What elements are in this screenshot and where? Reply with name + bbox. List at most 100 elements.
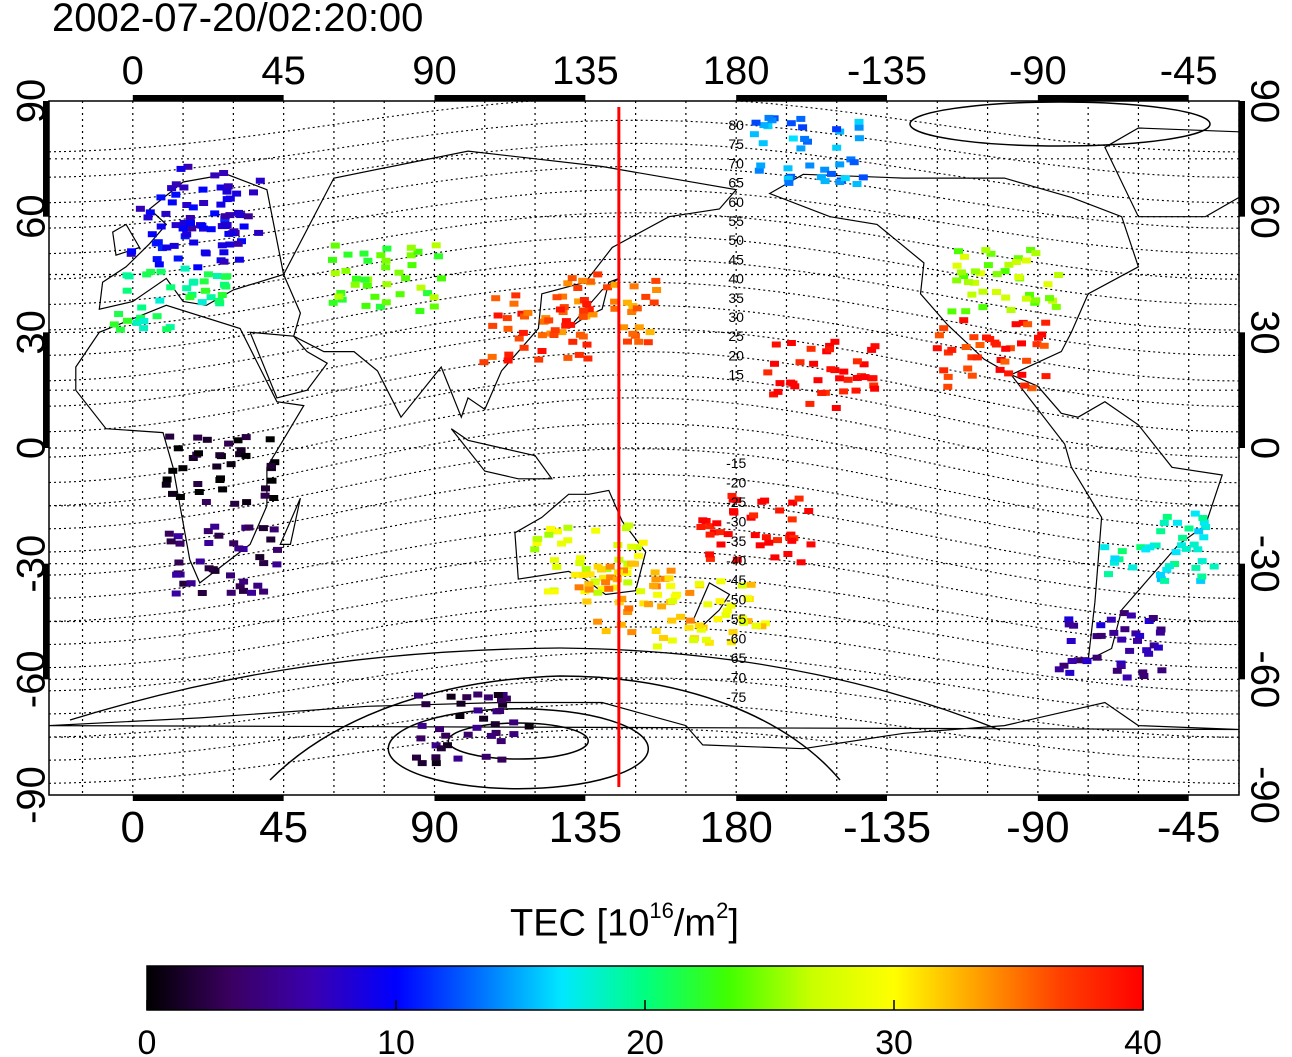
tec-cell [787,516,797,523]
tec-cell [651,576,661,583]
tec-cell [967,291,977,298]
tec-cell [616,621,626,628]
tec-cell [657,603,667,610]
tec-cell [1096,632,1106,639]
tec-cell [584,581,594,588]
contour-line [49,422,1239,507]
tec-cell [165,433,175,440]
tec-cell [156,268,166,275]
tec-cell [667,617,677,624]
tec-cell [544,588,553,595]
tec-cell [705,523,715,530]
tec-cell [179,219,189,226]
tec-cell [518,329,528,336]
tec-cell [553,528,562,535]
tec-cell [1100,544,1110,551]
tec-cell [825,346,834,353]
tec-cell [1178,534,1188,541]
north-pole-contour [909,101,1211,147]
tec-cell [750,532,760,539]
tec-cell [261,485,270,492]
tec-cell [1138,669,1148,676]
tec-cell [1039,342,1049,349]
lon-tick-label-bottom: -45 [1157,803,1221,852]
tec-cell [831,405,841,411]
contour-label: -75 [726,689,746,705]
tec-cell [975,342,985,348]
tec-cell [483,694,493,701]
tec-cell [1139,673,1149,679]
tec-cell [749,512,759,519]
tec-cell [610,281,620,288]
lon-tick-label-top: 135 [552,49,619,93]
tec-cell [1005,345,1015,352]
tec-cell [155,297,165,304]
tec-cell [835,375,845,382]
tec-cell [967,372,977,379]
tec-cell [1012,259,1021,265]
tec-cell [652,287,662,293]
lon-tick-label-top: 0 [122,49,144,93]
contour-label: -65 [726,650,746,666]
tec-cell [775,380,785,387]
frame-segment [1239,101,1245,217]
tec-cell [183,163,193,170]
tec-cell [436,745,446,752]
tec-cell [644,601,654,608]
tec-cell [455,713,465,719]
tec-cell [270,459,280,466]
tec-cell [509,731,519,738]
tec-cell [122,287,132,294]
tec-cell [581,566,591,573]
tec-cell [1004,370,1014,377]
tec-cell [981,247,991,254]
tec-cell [970,268,980,275]
tec-cell [193,434,203,441]
tec-cell [258,525,268,532]
tec-cell [826,170,836,177]
tec-cell [1171,549,1181,556]
tec-cell [582,341,592,348]
tec-cell [739,619,749,626]
tec-cell [1109,629,1119,636]
tec-cell [1004,261,1014,268]
coastline-path [691,582,731,627]
contour-label: -25 [726,494,746,510]
tec-cell [727,492,737,499]
tec-cell [826,366,836,373]
tec-cell [234,545,244,552]
tec-cell [381,264,391,271]
tec-cell [370,293,380,300]
tec-cell [1144,650,1154,657]
frame-segment [1239,563,1245,680]
lon-tick-label-bottom: 45 [259,803,308,852]
tec-cell [1034,334,1043,341]
tec-cell [186,220,195,227]
tec-cell [1082,658,1092,665]
tec-cell [854,118,864,125]
tec-cell [180,265,190,272]
tec-cell [524,723,534,730]
lat-tick-label-right: 0 [1242,437,1286,459]
tec-cell [990,339,1000,346]
tec-cell [582,300,592,307]
tec-cell [247,589,256,596]
contour-line [49,101,1239,153]
tec-cell [154,261,164,268]
tec-cell [784,179,794,186]
tec-cell [219,170,229,176]
tec-cell [235,451,245,458]
tec-cell [498,701,508,708]
tec-cell [567,275,577,282]
tec-cell [770,554,780,561]
contour-line [49,304,1239,382]
tec-cell [1104,571,1113,578]
tec-cell [243,213,253,220]
contour-label: 20 [728,347,744,363]
tec-cell [849,159,859,166]
tec-cell [756,162,766,169]
tec-cell [634,324,644,331]
tec-cell [1065,669,1075,676]
tec-cell [703,601,713,608]
tec-cell [1022,357,1032,364]
